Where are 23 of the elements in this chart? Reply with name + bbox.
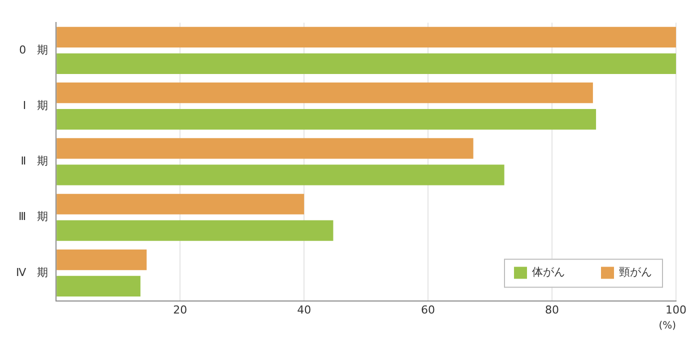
x-tick-label: 100 bbox=[666, 303, 686, 316]
bar bbox=[56, 108, 596, 130]
y-tick-label: Ⅳ 期 bbox=[16, 266, 48, 279]
bar bbox=[56, 276, 140, 296]
legend-label: 頸がん bbox=[619, 266, 652, 279]
bar bbox=[56, 138, 474, 159]
bar bbox=[56, 26, 676, 48]
bar bbox=[56, 220, 334, 241]
y-tick-label: 0 期 bbox=[19, 43, 48, 56]
bar bbox=[56, 53, 676, 74]
legend-label: 体がん bbox=[532, 266, 565, 279]
x-axis-title: (%) bbox=[658, 320, 676, 332]
bar bbox=[56, 82, 593, 104]
bar bbox=[56, 249, 147, 270]
y-tick-label: Ⅲ 期 bbox=[18, 210, 48, 224]
x-tick-label: 80 bbox=[545, 303, 560, 316]
bar bbox=[56, 164, 504, 186]
y-tick-label: Ⅰ 期 bbox=[22, 98, 48, 112]
x-tick-label: 40 bbox=[297, 303, 312, 316]
x-tick-label: 60 bbox=[421, 303, 436, 316]
x-tick-label: 20 bbox=[173, 303, 188, 316]
y-tick-label: Ⅱ 期 bbox=[20, 154, 48, 168]
bar bbox=[56, 194, 304, 214]
